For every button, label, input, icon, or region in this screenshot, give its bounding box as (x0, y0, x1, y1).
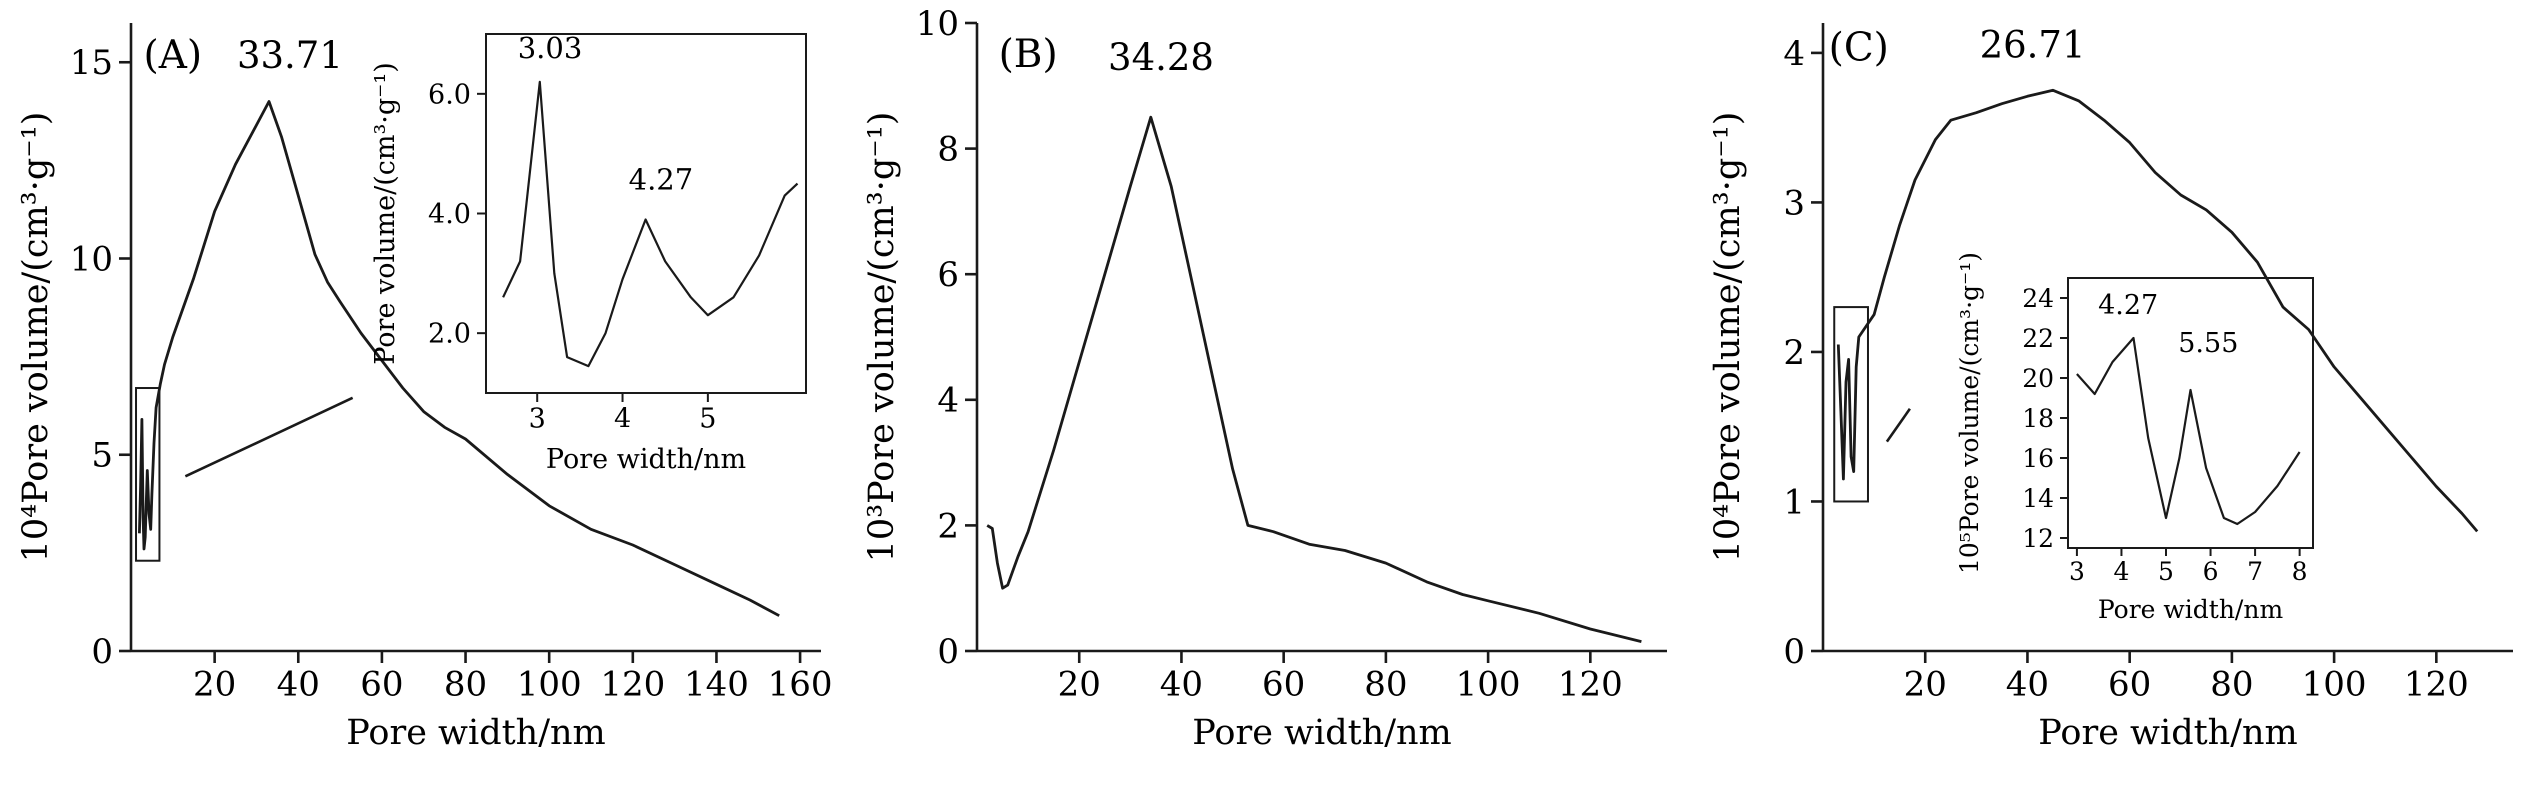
data-curve (986, 115, 1642, 643)
y-tick-label: 8 (937, 130, 959, 170)
inset-chart: 3 4 5 6 7 8 12 14 16 18 20 22 24 Pore width/nm 10⁵Pore… (1955, 252, 2314, 624)
peak-annotation: 4.27 (2098, 290, 2158, 321)
x-tick-label: 7 (2247, 557, 2263, 586)
x-tick-label: 160 (768, 664, 833, 704)
peak-annotation: 4.27 (629, 163, 694, 197)
x-tick-label: 60 (1262, 664, 1305, 704)
data-curve (502, 80, 799, 368)
x-tick-label: 140 (684, 664, 749, 704)
data-curve (138, 100, 780, 617)
y-tick-label: 1 (1783, 482, 1805, 522)
chart-panel-b: 20 40 60 80 100 120 0 2 4 6 8 10 Pore width/nm 10³Por… (862, 4, 1667, 753)
main-chart: 20 40 60 80 100 120 0 2 4 6 8 10 Pore width/nm 10³Por… (862, 4, 1667, 753)
y-tick-label: 4 (1783, 34, 1805, 74)
x-tick-label: 120 (1558, 664, 1623, 704)
x-tick-label: 100 (2302, 664, 2367, 704)
x-tick-label: 20 (1058, 664, 1101, 704)
x-tick-label: 80 (1364, 664, 1407, 704)
y-tick-label: 2 (1783, 333, 1805, 373)
x-tick-label: 4 (2114, 557, 2130, 586)
y-tick-label: 16 (2022, 444, 2054, 473)
y-tick-label: 24 (2022, 284, 2054, 313)
x-tick-label: 80 (2210, 664, 2253, 704)
x-axis-label: Pore width/nm (2038, 713, 2297, 753)
x-tick-label: 6 (2203, 557, 2219, 586)
peak-annotation: 26.71 (1980, 23, 2086, 66)
y-tick-label: 2 (937, 506, 959, 546)
y-axis-label: 10³Pore volume/(cm³·g⁻¹) (862, 112, 902, 563)
y-tick-label: 0 (937, 632, 959, 672)
chart-panel-a: 20 40 60 80 100 120 140 160 0 5 10 15 Pore width/nm 1… (16, 23, 833, 753)
x-tick-label: 3 (529, 404, 546, 435)
panel-label: (C) (1829, 25, 1889, 70)
y-tick-label: 12 (2022, 524, 2054, 553)
y-tick-label: 4 (937, 381, 959, 421)
x-tick-label: 40 (1160, 664, 1203, 704)
y-tick-label: 10 (70, 239, 113, 279)
x-tick-label: 80 (444, 664, 487, 704)
x-tick-label: 60 (360, 664, 403, 704)
y-axis-label: 10⁴Pore volume/(cm³·g⁻¹) (16, 112, 56, 563)
x-tick-label: 3 (2069, 557, 2085, 586)
data-curve (2076, 336, 2301, 526)
x-axis-label: Pore width/nm (1192, 713, 1451, 753)
x-tick-label: 100 (517, 664, 582, 704)
peak-annotation: 3.03 (518, 31, 583, 65)
y-tick-label: 10 (916, 4, 959, 44)
zoom-region-box (1833, 306, 1869, 503)
y-tick-label: 0 (1783, 632, 1805, 672)
inset-leader-line (1885, 408, 1911, 443)
panel-label: (A) (144, 33, 203, 78)
x-axis-label: Pore width/nm (2098, 595, 2284, 624)
y-tick-label: 20 (2022, 364, 2054, 393)
x-axis-label: Pore width/nm (346, 713, 605, 753)
y-tick-label: 2.0 (428, 319, 471, 350)
peak-annotation: 34.28 (1108, 36, 1214, 79)
x-tick-label: 20 (1904, 664, 1947, 704)
x-tick-label: 20 (193, 664, 236, 704)
data-curve (1836, 88, 2479, 533)
plot-frame (2067, 277, 2314, 549)
y-axis-label: 10⁵Pore volume/(cm³·g⁻¹) (1955, 252, 1984, 574)
inset-leader-line (184, 396, 354, 478)
y-tick-label: 22 (2022, 324, 2054, 353)
y-tick-label: 18 (2022, 404, 2054, 433)
x-tick-label: 120 (600, 664, 665, 704)
y-tick-label: 4.0 (428, 199, 471, 230)
y-tick-label: 6 (937, 255, 959, 295)
y-tick-label: 6.0 (428, 79, 471, 110)
x-tick-label: 60 (2108, 664, 2151, 704)
plot-frame (485, 33, 807, 394)
y-axis-label: Pore volume/(cm³·g⁻¹) (370, 62, 401, 365)
peak-annotation: 33.71 (237, 34, 343, 77)
x-tick-label: 100 (1456, 664, 1521, 704)
y-tick-label: 3 (1783, 183, 1805, 223)
y-axis-label: 10⁴Pore volume/(cm³·g⁻¹) (1708, 112, 1748, 563)
main-chart: 20 40 60 80 100 120 140 160 0 5 10 15 Pore width/nm 1… (16, 23, 833, 753)
x-tick-label: 8 (2292, 557, 2308, 586)
x-tick-label: 4 (614, 404, 631, 435)
x-tick-label: 40 (2006, 664, 2049, 704)
x-tick-label: 5 (2158, 557, 2174, 586)
y-tick-label: 5 (91, 436, 113, 476)
y-tick-label: 14 (2022, 484, 2054, 513)
panel-label: (B) (999, 32, 1058, 77)
x-tick-label: 120 (2404, 664, 2469, 704)
x-axis-label: Pore width/nm (546, 444, 746, 475)
y-tick-label: 15 (70, 43, 113, 83)
peak-annotation: 5.55 (2178, 328, 2238, 359)
y-tick-label: 0 (91, 632, 113, 672)
x-tick-label: 5 (699, 404, 716, 435)
zoom-region-box (135, 387, 161, 562)
inset-chart: 3 4 5 2.0 4.0 6.0 Pore width/nm Pore volume/(cm… (370, 31, 807, 475)
x-tick-label: 40 (277, 664, 320, 704)
